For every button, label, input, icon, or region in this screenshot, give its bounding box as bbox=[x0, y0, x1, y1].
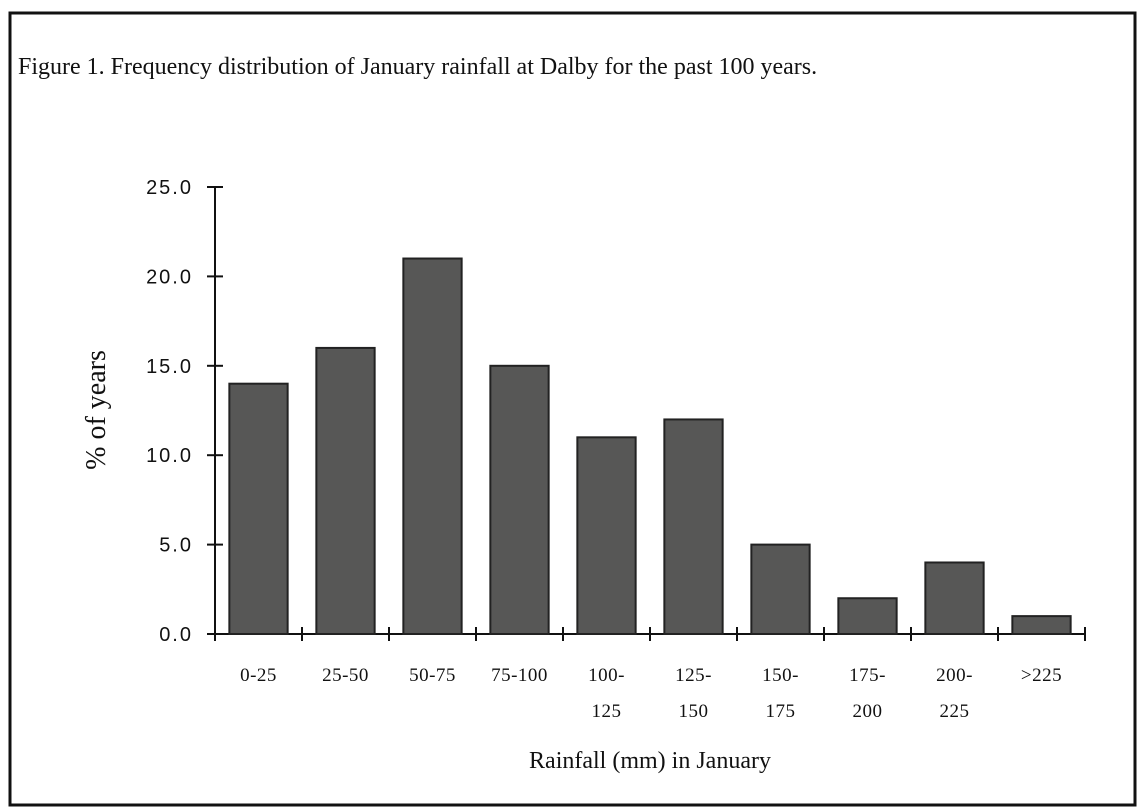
x-tick-label: 125- 150 bbox=[675, 665, 712, 722]
frame bbox=[8, 11, 1137, 807]
x-tick-label: 75-100 bbox=[491, 665, 548, 686]
bar bbox=[837, 597, 898, 635]
bar bbox=[489, 364, 550, 635]
x-tick-label: 25-50 bbox=[322, 665, 369, 686]
x-tick-label: 0-25 bbox=[240, 665, 277, 686]
x-tick-label: 50-75 bbox=[409, 665, 456, 686]
y-tick-label: 0.0 bbox=[159, 624, 193, 646]
chart-title: Figure 1. Frequency distribution of Janu… bbox=[18, 54, 817, 80]
bar bbox=[663, 418, 724, 635]
y-tick-label: 20.0 bbox=[146, 266, 193, 288]
bar bbox=[924, 561, 985, 635]
x-tick-label: 175- 200 bbox=[849, 665, 886, 722]
y-tick-label: 15.0 bbox=[146, 356, 193, 378]
x-tick-label: 200- 225 bbox=[936, 665, 973, 722]
y-tick-label: 5.0 bbox=[159, 535, 193, 557]
bar bbox=[228, 382, 289, 635]
y-tick-label: 10.0 bbox=[146, 445, 193, 467]
x-axis-label: Rainfall (mm) in January bbox=[529, 748, 771, 774]
y-axis-label: % of years bbox=[81, 350, 112, 470]
x-tick-label: >225 bbox=[1020, 665, 1063, 686]
y-tick-label: 25.0 bbox=[146, 177, 193, 199]
bar bbox=[576, 436, 637, 635]
x-tick-label: 150- 175 bbox=[762, 665, 799, 722]
bar bbox=[750, 543, 811, 635]
bar bbox=[315, 346, 376, 635]
bar bbox=[402, 257, 463, 635]
x-tick-label: 100- 125 bbox=[588, 665, 625, 722]
bar bbox=[1011, 615, 1072, 635]
